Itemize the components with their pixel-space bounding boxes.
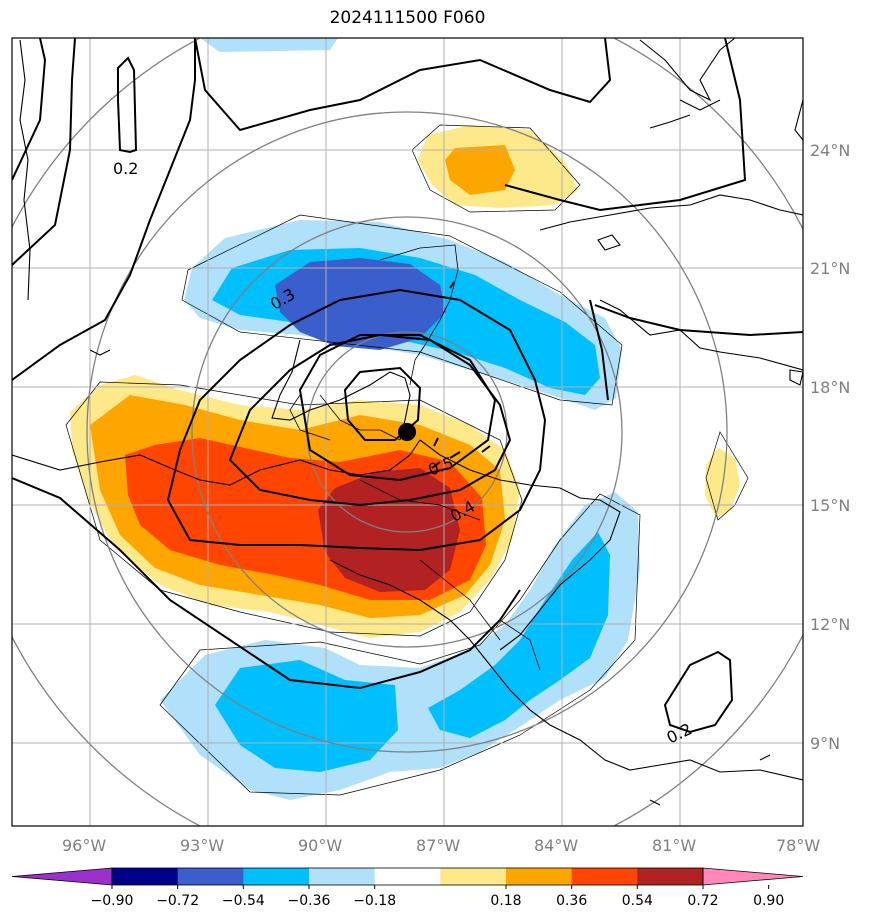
colorbar-tick-label: −0.36 — [288, 893, 331, 909]
contours — [12, 38, 803, 734]
lat-label: 18°N — [810, 378, 850, 397]
lat-label: 15°N — [810, 496, 850, 515]
colorbar: −0.90 −0.72 −0.54 −0.36 −0.18 0.18 0.36 0.54 0.7… — [11, 867, 804, 909]
lat-label: 12°N — [810, 615, 850, 634]
map-title: 2024111500 F060 — [329, 8, 486, 28]
colorbar-tick-label: 0.36 — [556, 893, 587, 909]
lon-label: 84°W — [534, 836, 578, 855]
lat-label: 21°N — [810, 259, 850, 278]
colorbar-cell — [243, 868, 310, 885]
colorbar-cell — [309, 868, 376, 885]
lon-label: 81°W — [652, 836, 696, 855]
colorbar-extend-high — [702, 867, 804, 886]
lat-labels: 24°N 21°N 18°N 15°N 12°N 9°N — [810, 141, 850, 753]
lon-label: 96°W — [62, 836, 106, 855]
colorbar-cell — [637, 868, 704, 885]
colorbar-tick-label: 0.18 — [490, 893, 521, 909]
contour-label: 0.2 — [113, 159, 138, 178]
colorbar-tick-label: 0.54 — [622, 893, 653, 909]
lon-label: 87°W — [416, 836, 460, 855]
colorbar-frame — [111, 867, 704, 886]
colorbar-tick-label: −0.72 — [156, 893, 199, 909]
colorbar-tick-label: −0.54 — [222, 893, 265, 909]
lat-label: 24°N — [810, 141, 850, 160]
lat-label: 9°N — [810, 734, 840, 753]
colorbar-extend-low — [11, 867, 113, 886]
gridlines — [12, 38, 803, 826]
lon-label: 93°W — [180, 836, 224, 855]
map-frame — [11, 37, 804, 827]
lon-label: 78°W — [776, 836, 820, 855]
colorbar-tick-label: −0.18 — [353, 893, 396, 909]
lon-label: 90°W — [298, 836, 342, 855]
colorbar-cell — [374, 868, 441, 885]
coastlines — [12, 38, 803, 806]
storm-center-marker — [398, 423, 416, 441]
colorbar-cell — [440, 868, 507, 885]
fill-royal-blue — [275, 258, 446, 350]
colorbar-tick-label: 0.90 — [753, 893, 784, 909]
colorbar-tick-label: 0.72 — [687, 893, 718, 909]
colorbar-cell — [177, 868, 244, 885]
map-area: 0.2 0.3 0.5 0.4 0.2 — [12, 38, 803, 826]
colorbar-cell — [112, 868, 179, 885]
lon-labels: 96°W 93°W 90°W 87°W 84°W 81°W 78°W — [62, 836, 820, 855]
colorbar-tick-label: −0.90 — [91, 893, 134, 909]
colorbar-cell — [506, 868, 573, 885]
colorbar-cell — [571, 868, 638, 885]
borders — [289, 244, 541, 671]
